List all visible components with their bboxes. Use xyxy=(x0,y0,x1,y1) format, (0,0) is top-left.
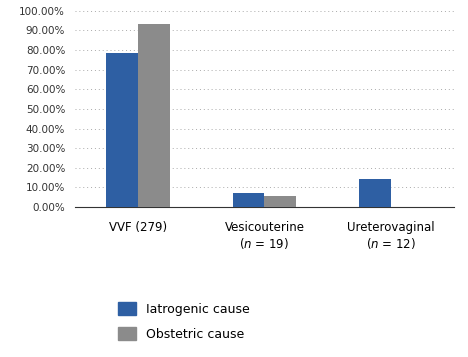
Text: VVF (279): VVF (279) xyxy=(109,221,167,234)
Bar xyxy=(359,179,391,207)
Text: Vesicouterine
($n$ = 19): Vesicouterine ($n$ = 19) xyxy=(225,221,304,251)
Bar xyxy=(233,193,264,207)
Bar xyxy=(138,24,170,207)
Legend: Iatrogenic cause, Obstetric cause: Iatrogenic cause, Obstetric cause xyxy=(111,296,256,347)
Bar xyxy=(264,196,296,207)
Text: Ureterovaginal
($n$ = 12): Ureterovaginal ($n$ = 12) xyxy=(347,221,435,251)
Bar xyxy=(107,53,138,207)
